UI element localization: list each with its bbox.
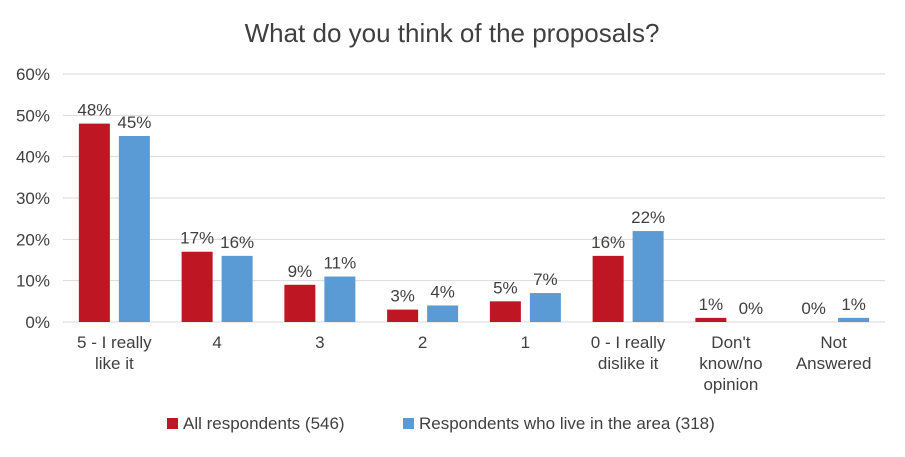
y-tick-label: 50% bbox=[16, 106, 50, 125]
x-category-label: 5 - I really like it bbox=[77, 333, 152, 373]
x-category-label: Don't know/no opinion bbox=[699, 333, 762, 394]
data-label: 0% bbox=[801, 299, 826, 318]
data-label: 45% bbox=[117, 113, 151, 132]
legend: All respondents (546) Respondents who liv… bbox=[167, 414, 715, 433]
bars bbox=[78, 123, 870, 322]
legend-swatch bbox=[403, 418, 414, 429]
bar bbox=[284, 284, 316, 322]
bar bbox=[387, 309, 419, 322]
bar bbox=[632, 231, 664, 322]
data-label: 9% bbox=[288, 262, 313, 281]
data-label: 1% bbox=[841, 295, 866, 314]
bar bbox=[118, 136, 150, 322]
data-label: 1% bbox=[699, 295, 724, 314]
data-label: 5% bbox=[493, 278, 518, 297]
bar bbox=[695, 317, 727, 322]
data-label: 4% bbox=[430, 282, 455, 301]
data-label: 0% bbox=[739, 299, 764, 318]
data-label: 17% bbox=[180, 229, 214, 248]
bar bbox=[324, 276, 356, 322]
x-axis-categories: 5 - I really like it 4 3 2 1 0 - I really disli… bbox=[77, 333, 871, 394]
bar bbox=[181, 251, 213, 322]
y-tick-label: 10% bbox=[16, 272, 50, 291]
data-label: 16% bbox=[220, 233, 254, 252]
x-category-label: Not Answered bbox=[796, 333, 872, 373]
x-category-label: 0 - I really dislike it bbox=[591, 333, 666, 373]
y-tick-label: 20% bbox=[16, 230, 50, 249]
x-category-label: 4 bbox=[212, 333, 221, 352]
y-tick-label: 40% bbox=[16, 148, 50, 167]
y-axis-ticks: 0% 10% 20% 30% 40% 50% 60% bbox=[16, 65, 50, 332]
y-tick-label: 60% bbox=[16, 65, 50, 84]
bar bbox=[838, 317, 870, 322]
data-labels: 48% 45% 17% 16% 9% 11% 3% 4% 5% 7% 16% 22% 1% 0% 0% 1% bbox=[77, 101, 866, 318]
bar bbox=[592, 255, 624, 322]
data-label: 16% bbox=[591, 233, 625, 252]
data-label: 48% bbox=[77, 101, 111, 120]
bar bbox=[221, 255, 253, 322]
bar bbox=[489, 301, 521, 322]
x-category-label: 2 bbox=[418, 333, 427, 352]
x-category-label: 3 bbox=[315, 333, 324, 352]
legend-swatch bbox=[167, 418, 178, 429]
data-label: 3% bbox=[390, 287, 415, 306]
data-label: 11% bbox=[323, 254, 356, 273]
bar bbox=[427, 305, 459, 322]
legend-label: All respondents (546) bbox=[183, 414, 345, 433]
chart-title: What do you think of the proposals? bbox=[245, 18, 660, 48]
data-label: 7% bbox=[533, 270, 558, 289]
y-tick-label: 0% bbox=[25, 313, 50, 332]
legend-label: Respondents who live in the area (318) bbox=[419, 414, 715, 433]
data-label: 22% bbox=[631, 208, 665, 227]
bar bbox=[529, 293, 561, 322]
bar bbox=[78, 123, 110, 322]
y-tick-label: 30% bbox=[16, 189, 50, 208]
x-category-label: 1 bbox=[521, 333, 530, 352]
